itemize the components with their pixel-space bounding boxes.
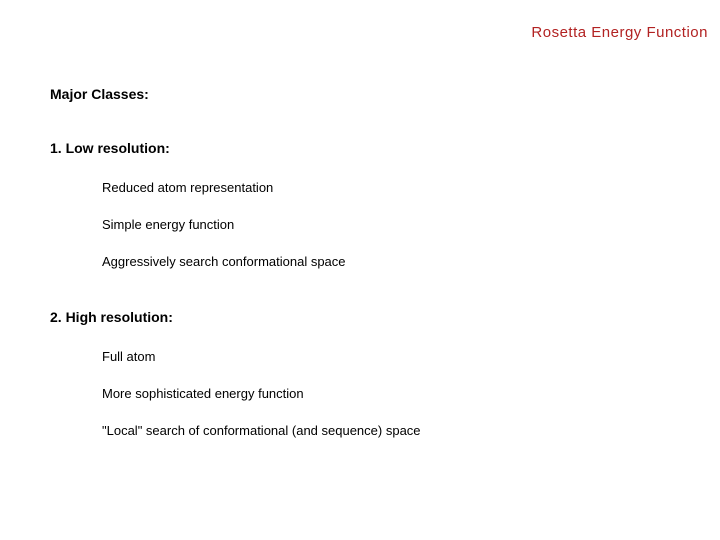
- heading-section-2: 2. High resolution:: [50, 309, 421, 325]
- list-item: "Local" search of conformational (and se…: [102, 423, 421, 438]
- page-title: Rosetta Energy Function: [531, 24, 708, 41]
- list-item: Reduced atom representation: [102, 180, 421, 195]
- heading-section-1: 1. Low resolution:: [50, 140, 421, 156]
- list-item: Simple energy function: [102, 217, 421, 232]
- content-area: Major Classes: 1. Low resolution: Reduce…: [50, 86, 421, 460]
- list-item: More sophisticated energy function: [102, 386, 421, 401]
- heading-major-classes: Major Classes:: [50, 86, 421, 102]
- list-item: Aggressively search conformational space: [102, 254, 421, 269]
- list-item: Full atom: [102, 349, 421, 364]
